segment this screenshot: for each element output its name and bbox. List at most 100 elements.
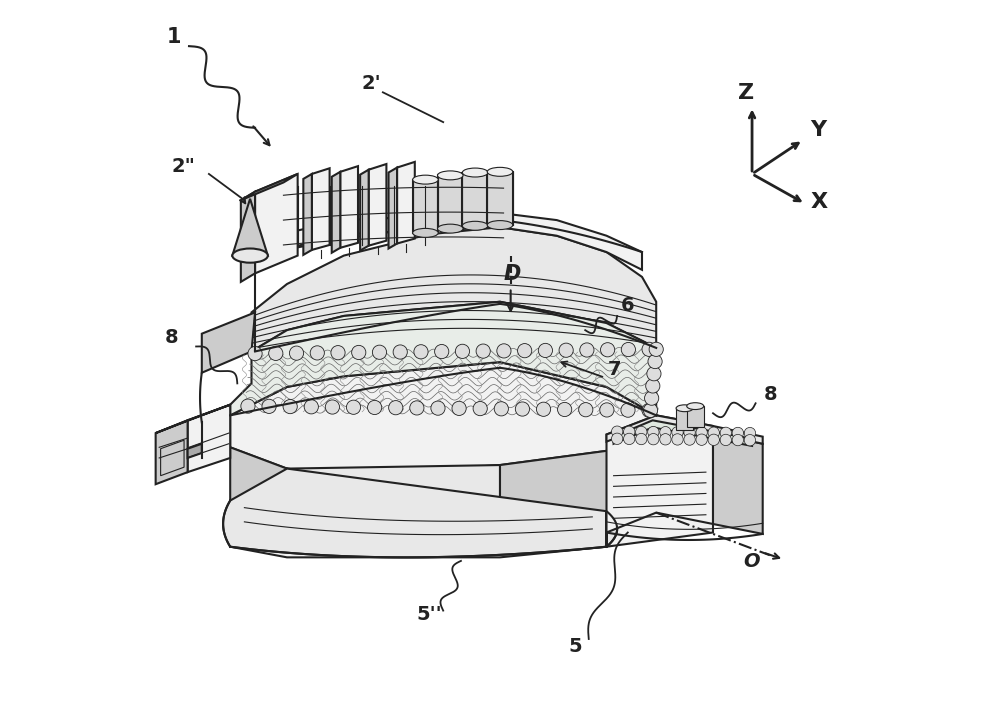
Polygon shape	[202, 312, 255, 373]
Polygon shape	[713, 433, 763, 534]
Ellipse shape	[687, 403, 704, 410]
Polygon shape	[360, 170, 369, 251]
Circle shape	[241, 399, 255, 413]
Circle shape	[744, 427, 756, 439]
Circle shape	[732, 435, 744, 446]
Text: 2": 2"	[172, 157, 196, 176]
Circle shape	[431, 401, 445, 415]
Circle shape	[473, 401, 487, 415]
Circle shape	[410, 401, 424, 415]
Polygon shape	[487, 172, 513, 225]
Circle shape	[393, 345, 407, 359]
Circle shape	[624, 426, 635, 437]
Polygon shape	[606, 415, 763, 444]
Circle shape	[621, 403, 635, 417]
Circle shape	[660, 427, 671, 438]
Circle shape	[611, 426, 623, 437]
Circle shape	[647, 366, 661, 381]
Text: D: D	[504, 264, 521, 285]
Circle shape	[648, 427, 659, 438]
Circle shape	[660, 434, 671, 445]
Text: 1: 1	[166, 26, 181, 47]
Circle shape	[648, 354, 662, 368]
Circle shape	[720, 435, 731, 446]
Polygon shape	[188, 405, 230, 472]
Text: 5'': 5''	[417, 605, 443, 624]
Circle shape	[696, 434, 707, 445]
Circle shape	[248, 346, 262, 361]
Polygon shape	[255, 174, 298, 273]
Circle shape	[646, 379, 660, 393]
Circle shape	[476, 344, 490, 359]
Polygon shape	[156, 420, 188, 484]
Circle shape	[452, 401, 466, 415]
Circle shape	[494, 402, 508, 416]
Polygon shape	[232, 199, 268, 256]
Circle shape	[645, 391, 659, 405]
Polygon shape	[500, 433, 656, 522]
Polygon shape	[332, 172, 340, 253]
Circle shape	[497, 344, 511, 358]
Circle shape	[536, 402, 551, 416]
Polygon shape	[340, 166, 358, 248]
Circle shape	[310, 346, 324, 360]
Circle shape	[455, 344, 470, 359]
Text: X: X	[811, 192, 828, 212]
Ellipse shape	[413, 175, 438, 184]
Circle shape	[325, 400, 340, 414]
Circle shape	[643, 403, 658, 417]
Ellipse shape	[676, 405, 693, 412]
Polygon shape	[230, 362, 656, 476]
Polygon shape	[656, 415, 713, 444]
Circle shape	[684, 434, 695, 445]
Ellipse shape	[462, 168, 488, 177]
Circle shape	[538, 344, 553, 358]
Polygon shape	[230, 302, 656, 415]
Polygon shape	[369, 164, 386, 246]
Circle shape	[558, 403, 572, 417]
Circle shape	[696, 427, 707, 438]
Circle shape	[684, 427, 695, 438]
Circle shape	[269, 346, 283, 361]
Polygon shape	[161, 440, 184, 476]
Polygon shape	[230, 447, 287, 518]
Circle shape	[672, 434, 683, 445]
Bar	[676, 408, 693, 430]
Ellipse shape	[462, 222, 488, 230]
Circle shape	[672, 427, 683, 438]
Text: Y: Y	[810, 119, 826, 140]
Polygon shape	[389, 168, 397, 248]
Circle shape	[649, 342, 663, 356]
Circle shape	[601, 343, 615, 357]
Polygon shape	[241, 174, 298, 200]
Circle shape	[262, 399, 276, 413]
Bar	[687, 406, 704, 427]
Circle shape	[648, 434, 659, 445]
Circle shape	[518, 344, 532, 358]
Text: 8: 8	[764, 385, 778, 404]
Text: O: O	[743, 552, 759, 571]
Polygon shape	[156, 405, 230, 433]
Circle shape	[708, 427, 719, 438]
Circle shape	[346, 400, 361, 415]
Ellipse shape	[438, 171, 463, 180]
Circle shape	[580, 343, 594, 357]
Circle shape	[708, 434, 719, 445]
Ellipse shape	[487, 168, 513, 176]
Circle shape	[636, 426, 647, 437]
Polygon shape	[312, 168, 330, 250]
Circle shape	[600, 403, 614, 417]
Circle shape	[331, 346, 345, 360]
Text: 2': 2'	[362, 74, 381, 93]
Circle shape	[368, 400, 382, 415]
Text: Z: Z	[738, 83, 754, 104]
Circle shape	[559, 343, 573, 357]
Circle shape	[720, 427, 731, 439]
Polygon shape	[252, 213, 642, 270]
Circle shape	[621, 342, 635, 356]
Circle shape	[372, 345, 387, 359]
Circle shape	[624, 433, 635, 444]
Ellipse shape	[487, 221, 513, 229]
Circle shape	[515, 402, 530, 416]
Text: 6: 6	[621, 296, 634, 315]
